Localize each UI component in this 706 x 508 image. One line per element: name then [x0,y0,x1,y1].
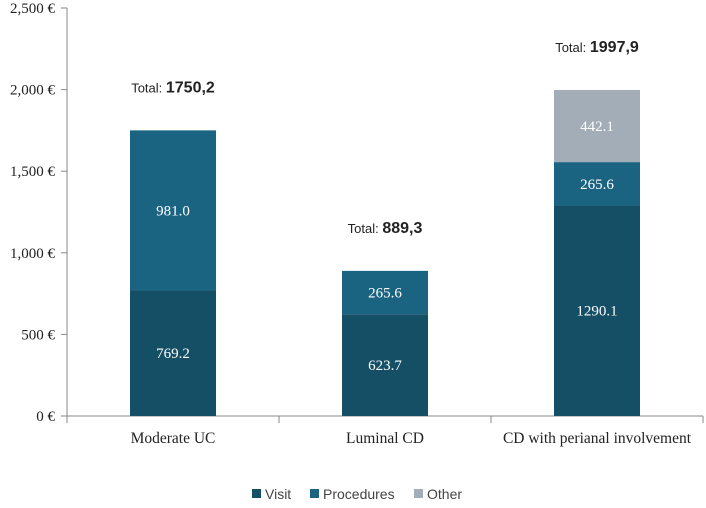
y-tick-label: 500 € [21,327,55,343]
category-label: Moderate UC [131,430,216,447]
bar-segment-procedures [554,162,640,206]
category-labels: Moderate UC Luminal CD CD with perianal in… [131,430,692,447]
data-label: 769.2 [156,346,190,362]
bar-segment-procedures [342,270,428,315]
y-tick-label: 1,500 € [10,164,56,180]
total-label: Total: 1750,2 [131,79,215,96]
y-tick-label: 1,000 € [10,246,56,262]
total-label: Total: 1997,9 [555,39,639,56]
y-tick-label: 0 € [36,409,55,425]
y-tick-label: 2,500 € [10,1,56,17]
total-label: Total: 889,3 [348,220,423,237]
y-tick-label: 2,000 € [10,83,56,99]
total-prefix: Total: [555,40,590,55]
category-label: Luminal CD [346,430,424,447]
bar-segment-other [554,89,640,163]
data-label: 265.6 [368,286,402,302]
data-label: 623.7 [368,358,402,374]
legend-swatch-other [414,489,423,498]
y-axis-ticks: 0 € 500 € 1,000 € 1,500 € 2,000 € 2,500 € [10,1,67,425]
data-labels: 769.2 981.0 623.7 265.6 1290.1 265.6 442.1 [156,119,618,374]
data-label: 265.6 [580,177,614,193]
category-label: CD with perianal involvement [503,430,692,447]
legend-swatch-visit [252,489,261,498]
total-prefix: Total: [131,80,166,95]
legend-label: Procedures [323,486,395,502]
bar-segment-procedures [130,130,216,291]
x-axis-ticks [66,416,704,423]
total-prefix: Total: [348,221,383,236]
bars [130,89,640,416]
data-label: 442.1 [580,119,614,135]
legend: Visit Procedures Other [252,486,462,502]
legend-swatch-procedures [310,489,319,498]
bar-segment-visit [554,205,640,416]
total-value: 1997,9 [590,39,639,56]
data-label: 981.0 [156,203,190,219]
total-value: 1750,2 [166,79,215,96]
total-value: 889,3 [382,220,422,237]
bar-segment-visit [342,314,428,416]
data-label: 1290.1 [576,304,617,320]
legend-label: Other [427,486,462,502]
legend-label: Visit [265,486,291,502]
bar-segment-visit [130,290,216,416]
